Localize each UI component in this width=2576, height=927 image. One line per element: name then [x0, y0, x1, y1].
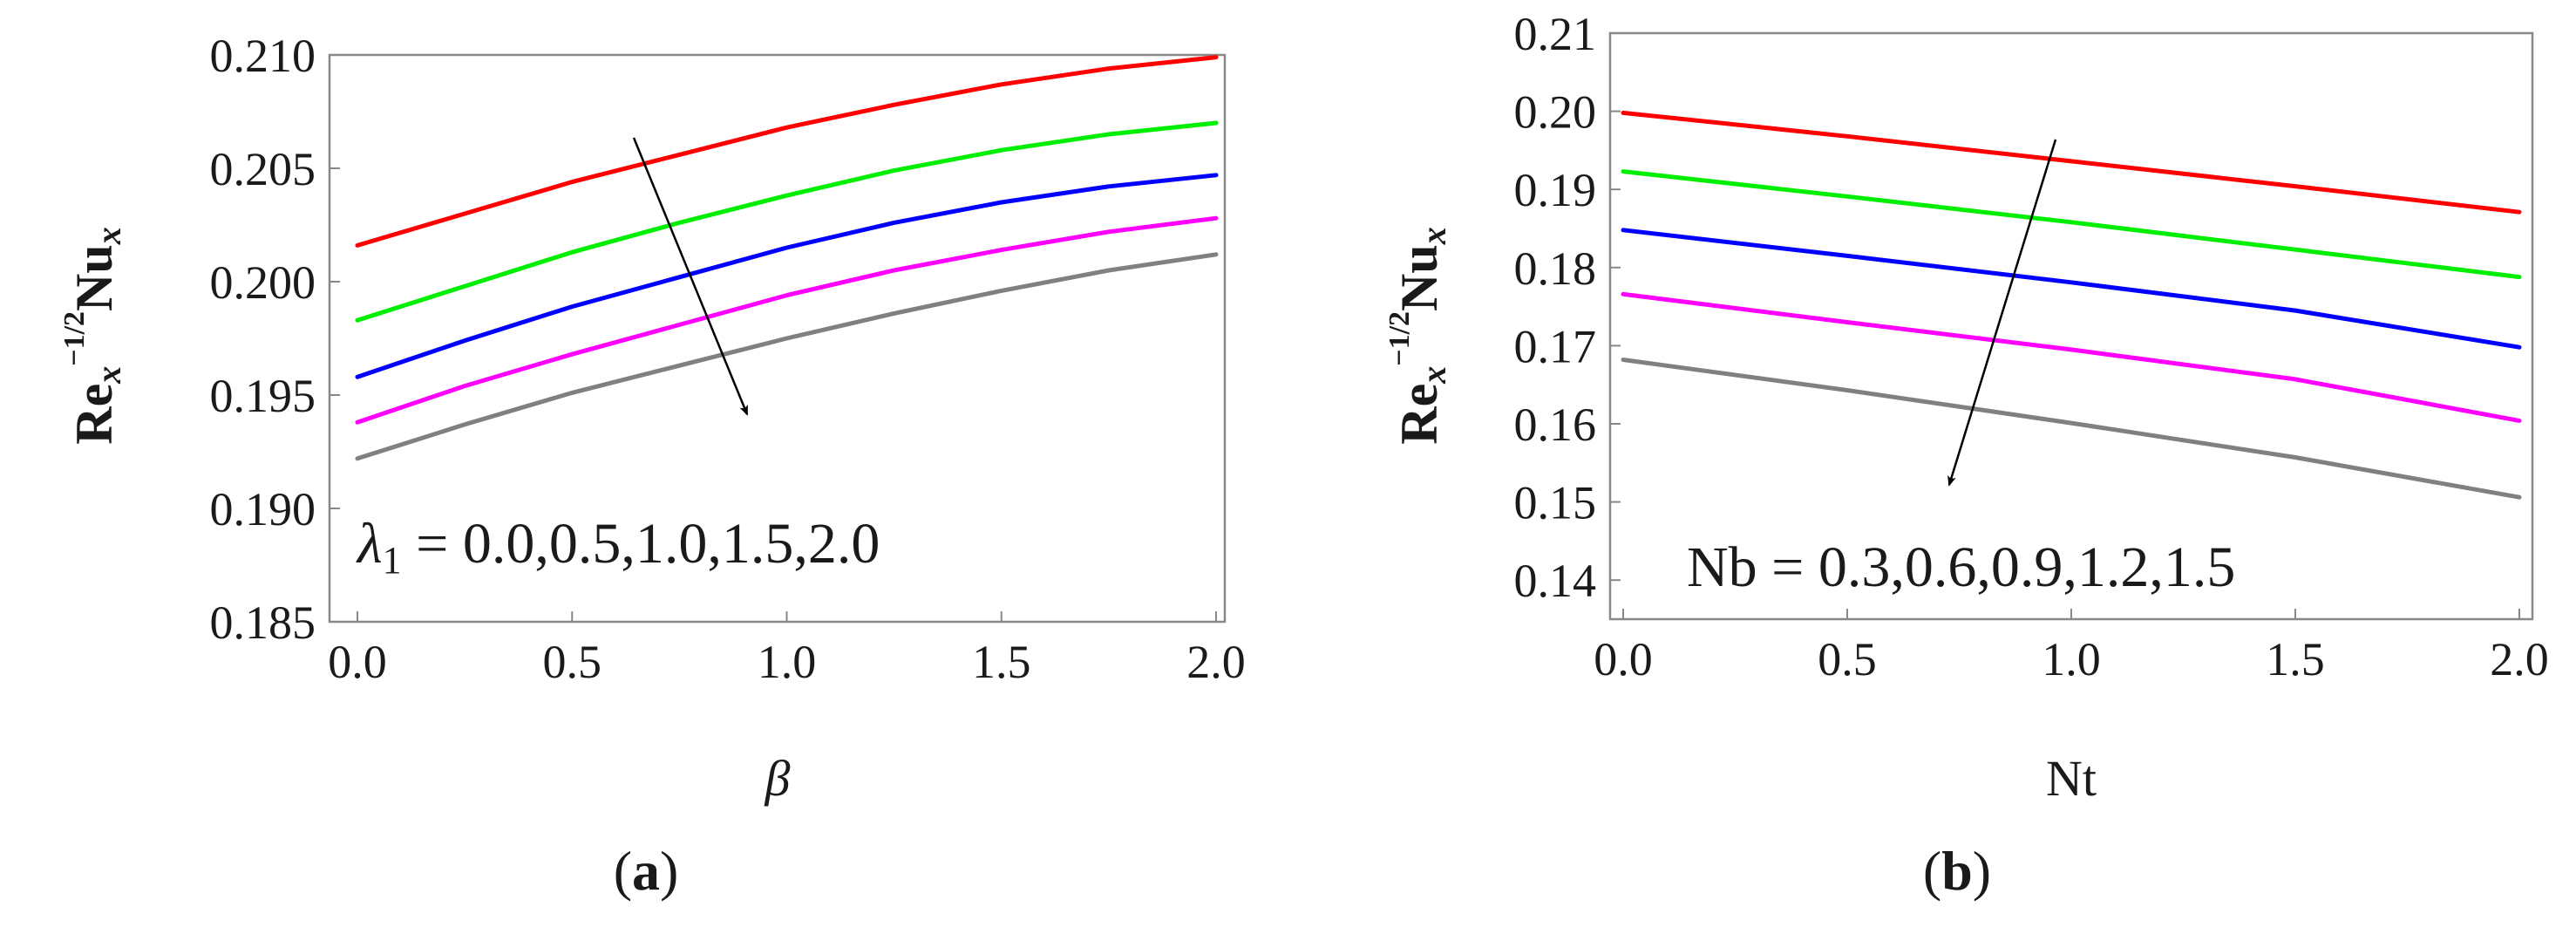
y-tick-label: 0.15 [1514, 477, 1597, 529]
annotation-a: λ1 = 0.0,0.5,1.0,1.5,2.0 [356, 512, 880, 582]
series-group-a [355, 55, 1219, 461]
ylabel-sup-b: −1/2 [1383, 311, 1416, 366]
annotation-b: Nb = 0.3,0.6,0.9,1.2,1.5 [1687, 535, 2235, 599]
x-tick-label: 1.5 [2266, 633, 2325, 685]
x-axis-label-a: β [765, 750, 791, 807]
x-tick-label: 0.0 [328, 636, 387, 688]
y-tick-label: 0.19 [1514, 164, 1597, 216]
ylabel-sub-b: x [1414, 366, 1453, 385]
y-tick-label: 0.190 [210, 483, 316, 535]
x-tick-label: 0.5 [1818, 633, 1877, 685]
x-axis-label-b: Nt [2046, 750, 2097, 807]
x-ticks-a: 0.0 0.5 1.0 1.5 2.0 [328, 611, 1246, 688]
ylabel-sup-a: −1/2 [58, 311, 91, 366]
ylabel-sub-a: x [89, 366, 128, 385]
annotation-text-b: Nb = 0.3,0.6,0.9,1.2,1.5 [1687, 535, 2235, 599]
chart-panel-b: 0.14 0.15 0.16 0.17 0.18 0.19 0.20 0.21 0.0 0.5 1… [1383, 8, 2549, 902]
series-group-b [1621, 110, 2522, 500]
y-tick-label: 0.17 [1514, 320, 1597, 372]
y-ticks-b: 0.14 0.15 0.16 0.17 0.18 0.19 0.20 0.21 [1514, 8, 1621, 607]
y-axis-label-b: Rex−1/2Nux [1383, 227, 1453, 445]
x-tick-label: 0.5 [543, 636, 602, 688]
x-ticks-b: 0.0 0.5 1.0 1.5 2.0 [1594, 609, 2549, 685]
annotation-sub-a: 1 [383, 539, 402, 582]
svg-text:Rex−1/2Nux: Rex−1/2Nux [1383, 227, 1453, 445]
y-tick-label: 0.195 [210, 370, 316, 422]
x-tick-label: 0.0 [1594, 633, 1653, 685]
chart-panel-a: 0.185 0.190 0.195 0.200 0.205 0.210 0.0 0.5 1.0… [58, 30, 1246, 902]
y-tick-label: 0.200 [210, 256, 316, 309]
y-tick-label: 0.21 [1514, 8, 1597, 60]
y-ticks-a: 0.185 0.190 0.195 0.200 0.205 0.210 [210, 30, 340, 649]
series-line-3 [1621, 228, 2522, 350]
svg-text:Rex−1/2Nux: Rex−1/2Nux [58, 227, 128, 445]
series-line-3 [355, 173, 1219, 379]
trend-arrow-b [1947, 139, 2057, 487]
y-tick-label: 0.210 [210, 30, 316, 82]
trend-arrow-a [632, 137, 749, 416]
ylabel-rest-b: Nu [1390, 244, 1448, 311]
x-tick-label: 1.5 [972, 636, 1031, 688]
series-line-1 [355, 55, 1219, 248]
y-tick-label: 0.205 [210, 143, 316, 195]
ylabel-rest-sub-a: x [89, 227, 128, 245]
x-tick-label: 1.0 [758, 636, 817, 688]
series-line-2 [355, 120, 1219, 323]
annotation-symbol-a: λ [356, 512, 383, 576]
series-line-4 [1621, 291, 2522, 423]
ylabel-base-b: Re [1390, 384, 1448, 445]
series-line-5 [1621, 358, 2522, 500]
series-line-4 [355, 215, 1219, 425]
x-tick-label: 2.0 [1186, 636, 1246, 688]
plot-frame-a [328, 53, 1227, 624]
series-line-2 [1621, 169, 2522, 280]
y-tick-label: 0.16 [1514, 399, 1597, 451]
annotation-text-a: = 0.0,0.5,1.0,1.5,2.0 [402, 512, 880, 576]
y-tick-label: 0.20 [1514, 86, 1597, 139]
panel-label-b: (b) [1923, 840, 1991, 902]
series-line-1 [1621, 110, 2522, 215]
y-tick-label: 0.18 [1514, 242, 1597, 295]
x-tick-label: 1.0 [2042, 633, 2101, 685]
panel-label-a: (a) [614, 840, 679, 902]
ylabel-rest-a: Nu [65, 244, 123, 311]
series-line-5 [355, 252, 1219, 461]
y-axis-label-a: Rex−1/2Nux [58, 227, 128, 445]
x-tick-label: 2.0 [2490, 633, 2549, 685]
ylabel-base-a: Re [65, 384, 123, 445]
y-tick-label: 0.14 [1514, 555, 1597, 607]
ylabel-rest-sub-b: x [1414, 227, 1453, 245]
y-tick-label: 0.185 [210, 596, 316, 649]
